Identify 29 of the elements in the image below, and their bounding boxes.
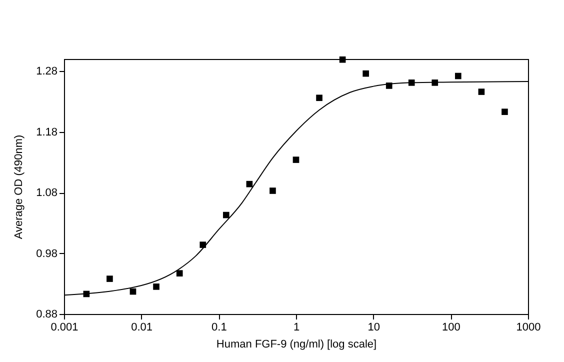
x-tick-label: 0.1 [212, 322, 227, 334]
point [200, 242, 206, 248]
point [153, 284, 160, 290]
point [176, 270, 183, 276]
point [106, 276, 113, 282]
point [130, 288, 136, 295]
y-tick-label: 0.98 [36, 248, 58, 260]
x-tick-label: 0.01 [131, 322, 153, 334]
y-tick-label: 1.08 [36, 187, 58, 200]
y-tick-label: 1.18 [36, 126, 58, 138]
x-tick-label: 1000 [516, 322, 541, 334]
x-tick-label: 100 [442, 322, 460, 334]
y-axis-title: Average OD (490nm) [13, 134, 26, 240]
point [270, 188, 276, 194]
point [502, 108, 508, 115]
point [455, 72, 462, 80]
point [292, 156, 300, 163]
x-tick-label: 0.001 [50, 322, 78, 334]
point [316, 94, 322, 102]
point [246, 180, 253, 188]
y-tick-label: 1.28 [36, 66, 58, 78]
x-tick-label: 1 [293, 322, 300, 334]
point [478, 88, 485, 95]
point [223, 212, 230, 218]
x-axis-title: Human FGF-9 (ng/ml) [log scale] [216, 338, 377, 350]
point [339, 56, 346, 63]
point [362, 70, 369, 77]
y-tick-label: 0.88 [36, 308, 58, 320]
x-tick-label: 10 [368, 322, 380, 334]
